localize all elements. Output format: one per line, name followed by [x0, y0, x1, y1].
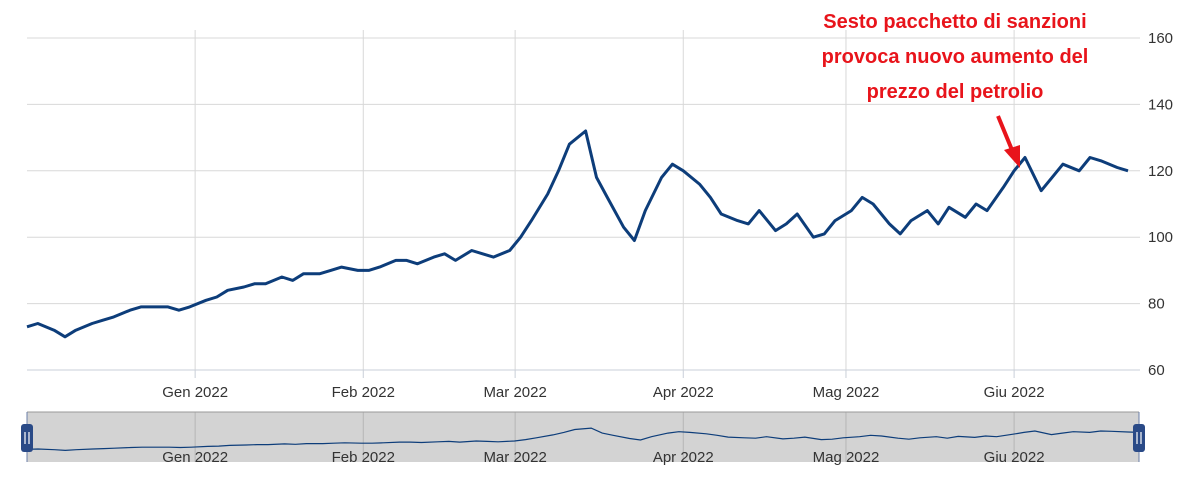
y-axis-tick-labels: 60 80 100 120 140 160: [1148, 30, 1173, 379]
range-navigator[interactable]: Gen 2022 Feb 2022 Mar 2022 Apr 2022 Mag 2022…: [21, 411, 1145, 466]
navigator-series-line: [26, 427, 1140, 452]
annotation-arrow-shaft: [996, 115, 1014, 151]
navigator-tick-label: Apr 2022: [653, 449, 714, 466]
x-tick-label: Apr 2022: [653, 384, 714, 401]
annotation-arrow-head: [1004, 145, 1020, 168]
navigator-tick-label: Mag 2022: [813, 449, 880, 466]
x-tick-label: Mar 2022: [483, 384, 546, 401]
navigator-right-handle[interactable]: [1133, 424, 1145, 452]
sanctions-annotation: Sesto pacchetto di sanzioni provoca nuov…: [822, 11, 1089, 168]
x-axis-tick-marks: [194, 370, 1015, 378]
navigator-tick-label: Giu 2022: [984, 449, 1045, 466]
navigator-tick-label: Feb 2022: [332, 449, 395, 466]
x-tick-label: Feb 2022: [332, 384, 395, 401]
y-tick-label: 100: [1148, 229, 1173, 246]
x-axis-tick-labels: Gen 2022 Feb 2022 Mar 2022 Apr 2022 Mag 2022…: [162, 384, 1044, 401]
y-tick-label: 140: [1148, 96, 1173, 113]
right-handle-body[interactable]: [1133, 424, 1145, 452]
x-tick-label: Gen 2022: [162, 384, 228, 401]
x-tick-label: Mag 2022: [813, 384, 880, 401]
y-tick-label: 160: [1148, 30, 1173, 47]
annotation-line-2: provoca nuovo aumento del: [822, 46, 1089, 68]
y-tick-label: 60: [1148, 362, 1165, 379]
navigator-tick-label: Mar 2022: [483, 449, 546, 466]
navigator-gridlines: [194, 412, 1015, 462]
y-tick-label: 80: [1148, 296, 1165, 313]
horizontal-gridlines: [27, 37, 1140, 305]
navigator-tick-label: Gen 2022: [162, 449, 228, 466]
annotation-line-1: Sesto pacchetto di sanzioni: [823, 11, 1086, 33]
vertical-gridlines: [194, 30, 1015, 370]
annotation-line-3: prezzo del petrolio: [867, 81, 1044, 103]
price-series-line: [26, 129, 1129, 339]
navigator-left-handle[interactable]: [21, 424, 33, 452]
navigator-tick-labels: Gen 2022 Feb 2022 Mar 2022 Apr 2022 Mag 2022…: [162, 449, 1044, 466]
x-tick-label: Giu 2022: [984, 384, 1045, 401]
left-handle-body[interactable]: [21, 424, 33, 452]
y-tick-label: 120: [1148, 163, 1173, 180]
